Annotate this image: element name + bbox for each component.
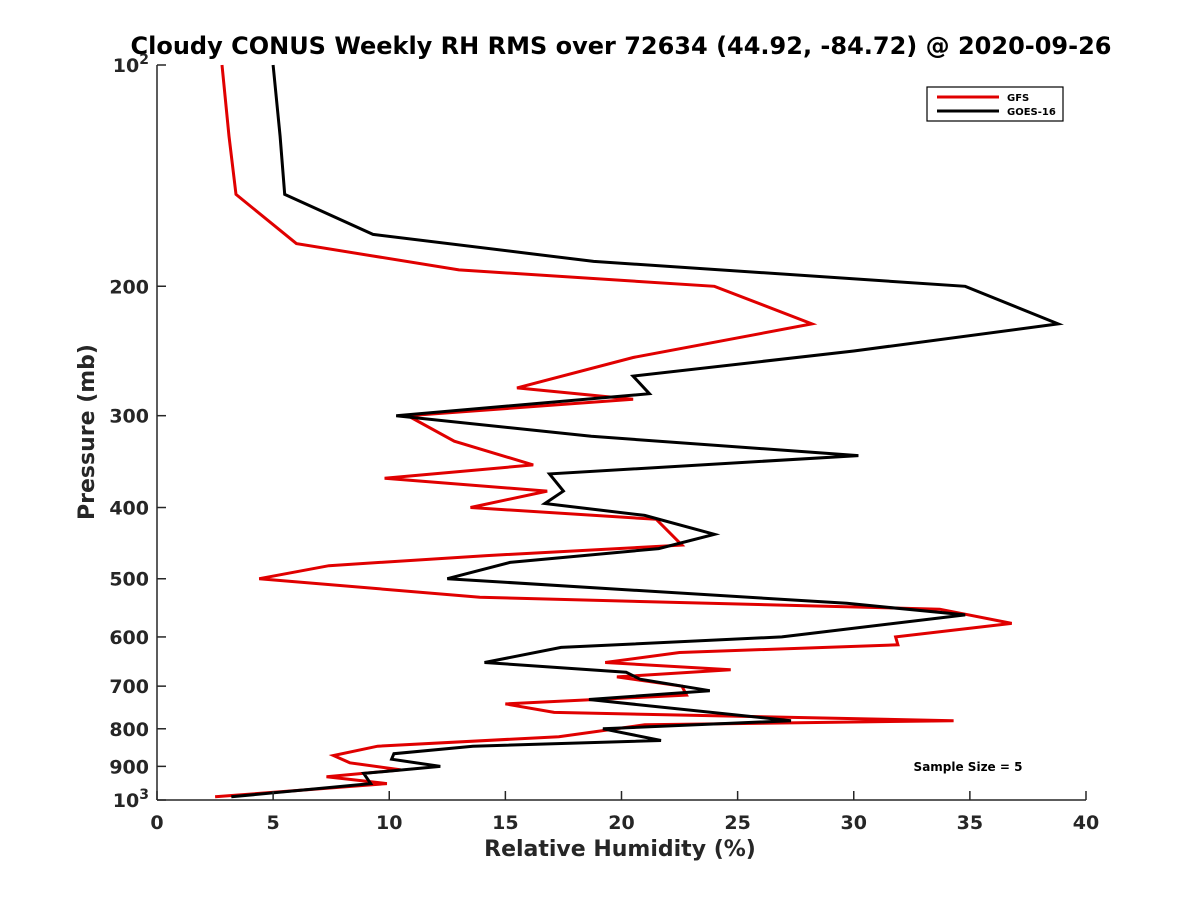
x-tick-label: 35 xyxy=(957,812,983,834)
legend-box xyxy=(926,86,1064,122)
x-tick-label: 20 xyxy=(608,812,634,834)
x-tick-label: 5 xyxy=(267,812,280,834)
y-tick-label: 600 xyxy=(109,627,149,649)
legend-label: GOES-16 xyxy=(1007,107,1056,118)
axes: 0 5 10 15 20 25 30 35 40 102 200 300 400 500 600 700 800… xyxy=(109,52,1099,834)
y-tick-label: 103 xyxy=(113,787,149,812)
y-tick-label: 300 xyxy=(109,406,149,428)
plot-lines xyxy=(214,64,1064,799)
y-tick-label: 500 xyxy=(109,569,149,591)
y-tick-label: 900 xyxy=(109,756,149,778)
y-tick-label: 800 xyxy=(109,719,149,741)
x-tick-label: 30 xyxy=(841,812,867,834)
y-axis-label: Pressure (mb) xyxy=(75,344,100,520)
series-line-goes-16 xyxy=(231,64,1064,799)
sample-size-annotation: Sample Size = 5 xyxy=(914,760,1023,774)
series-line-gfs xyxy=(214,64,1012,799)
x-axis-label: Relative Humidity (%) xyxy=(484,837,756,862)
x-tick-label: 0 xyxy=(150,812,163,834)
y-tick-label: 700 xyxy=(109,676,149,698)
x-tick-label: 10 xyxy=(376,812,402,834)
y-tick-label: 400 xyxy=(109,498,149,520)
x-tick-label: 25 xyxy=(724,812,750,834)
legend: GFS GOES-16 xyxy=(926,86,1064,122)
legend-label: GFS xyxy=(1007,93,1029,104)
chart-title: Cloudy CONUS Weekly RH RMS over 72634 (4… xyxy=(131,32,1112,60)
x-tick-label: 40 xyxy=(1073,812,1099,834)
y-tick-label: 102 xyxy=(113,52,149,77)
y-tick-label: 200 xyxy=(109,276,149,298)
x-tick-label: 15 xyxy=(492,812,518,834)
